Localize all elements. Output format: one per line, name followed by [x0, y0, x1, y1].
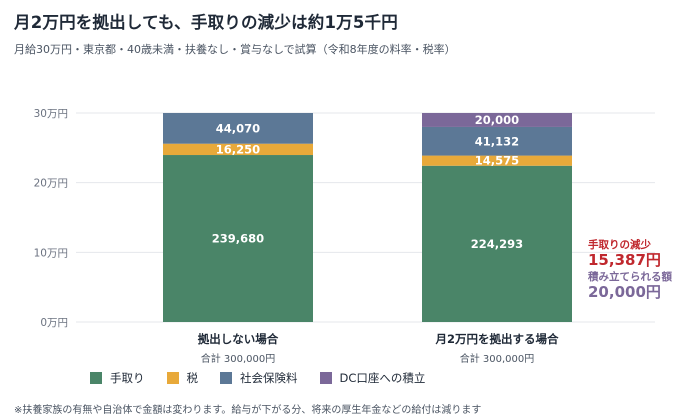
bar-segment — [422, 113, 572, 127]
data-label: 41,132 — [475, 134, 519, 148]
bar-segment — [163, 155, 313, 322]
bar-segment — [163, 113, 313, 144]
data-label: 16,250 — [216, 142, 260, 156]
data-label: 239,680 — [212, 232, 264, 246]
legend-label: 社会保険料 — [240, 371, 298, 385]
chart-legend: 手取り 税 社会保険料 DC口座への積立 — [90, 370, 425, 386]
data-label: 224,293 — [471, 237, 523, 251]
legend-item: 社会保険料 — [220, 370, 298, 386]
y-tick-label: 30万円 — [34, 108, 68, 120]
reduction-value: 15,387円 — [588, 251, 661, 269]
data-label: 14,575 — [475, 154, 519, 168]
chart-subtitle: 月給30万円・東京都・40歳未満・扶養なし・賞与なしで試算（令和8年度の料率・税… — [14, 43, 456, 56]
legend-swatch-icon — [90, 372, 102, 384]
bar-segment — [422, 155, 572, 166]
dc-label: 積み立てられる額 — [587, 270, 672, 283]
legend-swatch-icon — [319, 372, 332, 384]
total-label: 合計 300,000円 — [201, 352, 276, 365]
legend-label: 税 — [186, 371, 199, 385]
legend-swatch-icon — [166, 372, 179, 384]
y-tick-label: 20万円 — [34, 178, 68, 190]
x-category-label: 月2万円を拠出する場合 — [434, 332, 559, 346]
bar-segment — [422, 165, 572, 322]
legend-item: DC口座への積立 — [319, 370, 426, 386]
legend-item: 税 — [166, 370, 199, 386]
footnote: ※扶養家族の有無や自治体で金額は変わります。給与が下がる分、将来の厚生年金などの… — [14, 405, 482, 416]
dc-value: 20,000円 — [588, 283, 661, 301]
legend-label: DC口座への積立 — [339, 371, 426, 385]
legend-item: 手取り — [90, 370, 145, 386]
bar-segment — [422, 126, 572, 156]
y-tick-label: 0万円 — [40, 317, 68, 329]
bar-segment — [163, 143, 313, 156]
data-label: 44,070 — [216, 121, 260, 135]
y-tick-label: 10万円 — [34, 247, 68, 259]
total-label: 合計 300,000円 — [460, 352, 535, 365]
legend-swatch-icon — [220, 372, 232, 384]
data-label: 20,000 — [475, 113, 519, 127]
chart-title: 月2万円を拠出しても、手取りの減少は約1万5千円 — [14, 13, 398, 32]
legend-label: 手取り — [110, 371, 145, 385]
x-category-label: 拠出しない場合 — [198, 332, 279, 346]
reduction-label: 手取りの減少 — [588, 238, 651, 251]
